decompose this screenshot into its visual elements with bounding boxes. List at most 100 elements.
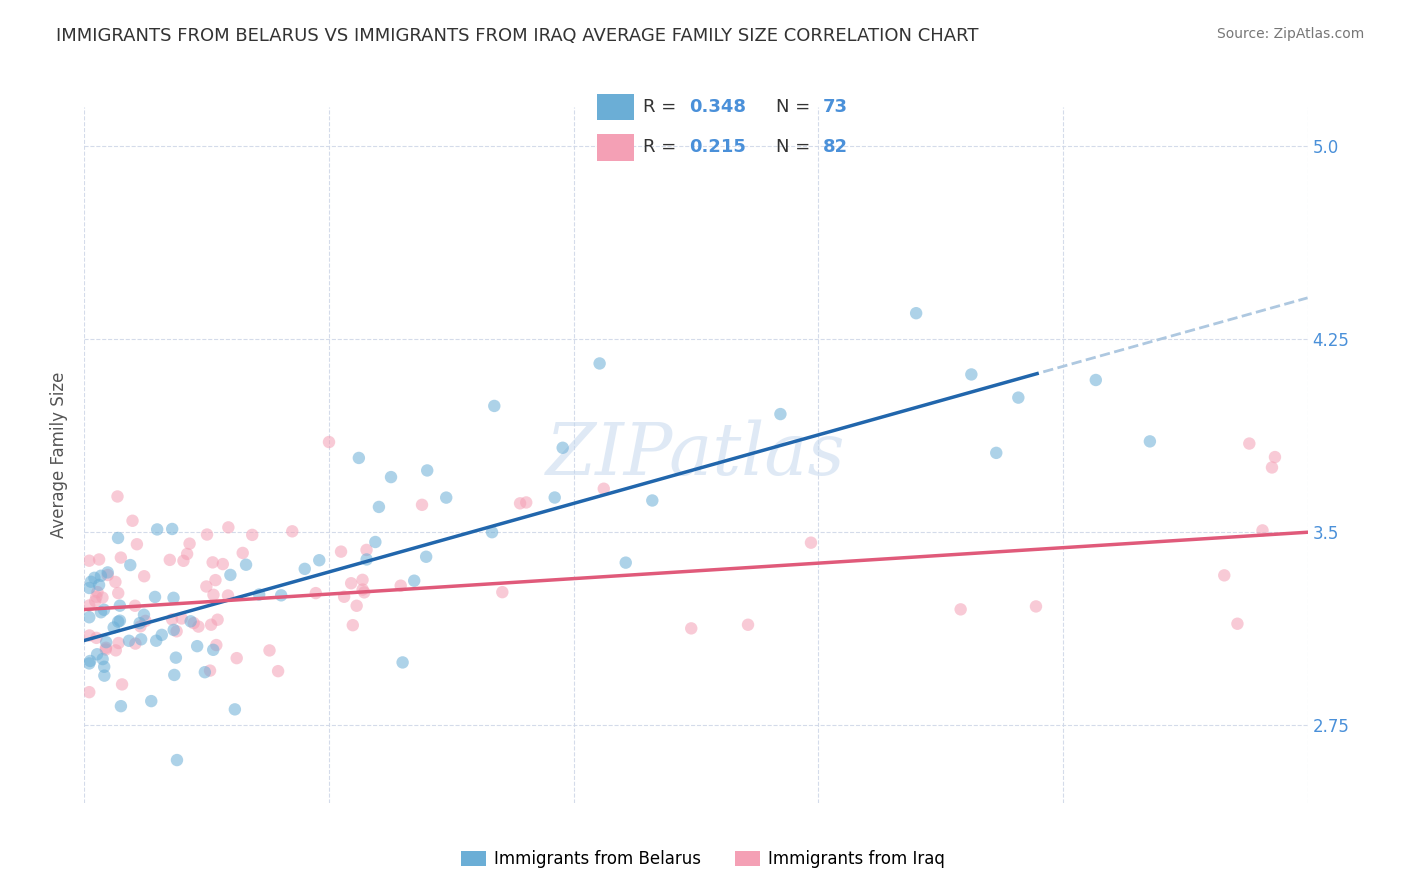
Point xyxy=(1213,568,1236,582)
Point xyxy=(198,664,221,678)
Point xyxy=(107,615,129,629)
Point xyxy=(93,668,115,682)
Point xyxy=(179,536,201,550)
Point xyxy=(259,643,281,657)
Point xyxy=(93,660,115,674)
Point xyxy=(170,611,193,625)
Point xyxy=(592,482,614,496)
Point xyxy=(352,573,374,587)
Point xyxy=(281,524,304,539)
Point xyxy=(107,531,129,545)
Point xyxy=(202,642,225,657)
Point xyxy=(111,677,134,691)
Point xyxy=(125,537,148,551)
Point xyxy=(681,621,703,635)
Point xyxy=(356,552,378,566)
Point xyxy=(129,632,152,647)
Point xyxy=(108,614,131,628)
Point xyxy=(91,591,114,605)
Point xyxy=(107,636,129,650)
Point xyxy=(94,640,117,655)
Point xyxy=(160,612,183,626)
Point xyxy=(342,618,364,632)
Point xyxy=(207,613,229,627)
Point xyxy=(1084,373,1107,387)
Point xyxy=(389,579,412,593)
Point xyxy=(411,498,433,512)
Point xyxy=(352,582,374,597)
Point xyxy=(330,544,353,558)
Point xyxy=(305,586,328,600)
Point xyxy=(491,585,513,599)
Point xyxy=(118,633,141,648)
Point xyxy=(162,591,184,605)
Point xyxy=(86,631,108,645)
Point xyxy=(84,594,107,608)
Point xyxy=(166,624,188,639)
Point xyxy=(415,549,437,564)
Point xyxy=(77,610,100,624)
Point xyxy=(347,450,370,465)
Point xyxy=(79,628,101,642)
Point xyxy=(121,514,143,528)
Point xyxy=(83,571,105,585)
FancyBboxPatch shape xyxy=(596,94,634,120)
Point xyxy=(202,588,225,602)
Point xyxy=(318,435,340,450)
Point xyxy=(509,496,531,510)
Point xyxy=(1261,460,1284,475)
Point xyxy=(160,522,183,536)
Point xyxy=(77,554,100,568)
Point xyxy=(219,568,242,582)
Point xyxy=(232,546,254,560)
Point xyxy=(93,603,115,617)
Point xyxy=(80,574,103,589)
Point xyxy=(235,558,257,572)
Point xyxy=(340,576,363,591)
Point xyxy=(905,306,928,320)
Point xyxy=(87,578,110,592)
Point xyxy=(364,535,387,549)
Point xyxy=(194,665,217,680)
Point xyxy=(77,581,100,595)
Text: 73: 73 xyxy=(823,98,848,116)
Point xyxy=(186,639,208,653)
Point xyxy=(103,620,125,634)
Point xyxy=(217,589,239,603)
Point xyxy=(146,523,169,537)
Point xyxy=(150,628,173,642)
Point xyxy=(544,491,567,505)
Point xyxy=(515,495,537,509)
Point xyxy=(124,637,146,651)
Point xyxy=(391,656,413,670)
Point xyxy=(481,525,503,540)
Point xyxy=(353,585,375,599)
Point xyxy=(200,617,222,632)
Point xyxy=(201,555,224,569)
Point xyxy=(110,550,132,565)
Point xyxy=(588,356,610,370)
Point xyxy=(368,500,391,514)
Point xyxy=(187,619,209,633)
Point xyxy=(120,558,142,572)
Point xyxy=(97,568,120,582)
Text: 0.215: 0.215 xyxy=(689,138,747,156)
Point xyxy=(404,574,426,588)
Point xyxy=(77,657,100,671)
Point xyxy=(104,574,127,589)
Point xyxy=(90,568,112,582)
Point xyxy=(77,599,100,613)
Point xyxy=(270,588,292,602)
Text: N =: N = xyxy=(776,138,815,156)
Point xyxy=(211,557,233,571)
Point xyxy=(551,441,574,455)
Point xyxy=(143,590,166,604)
Point xyxy=(172,554,194,568)
Point xyxy=(86,585,108,599)
Point xyxy=(205,638,228,652)
Point xyxy=(800,535,823,549)
Point xyxy=(107,586,129,600)
Point xyxy=(1226,616,1249,631)
Text: 0.348: 0.348 xyxy=(689,98,747,116)
Point xyxy=(224,702,246,716)
